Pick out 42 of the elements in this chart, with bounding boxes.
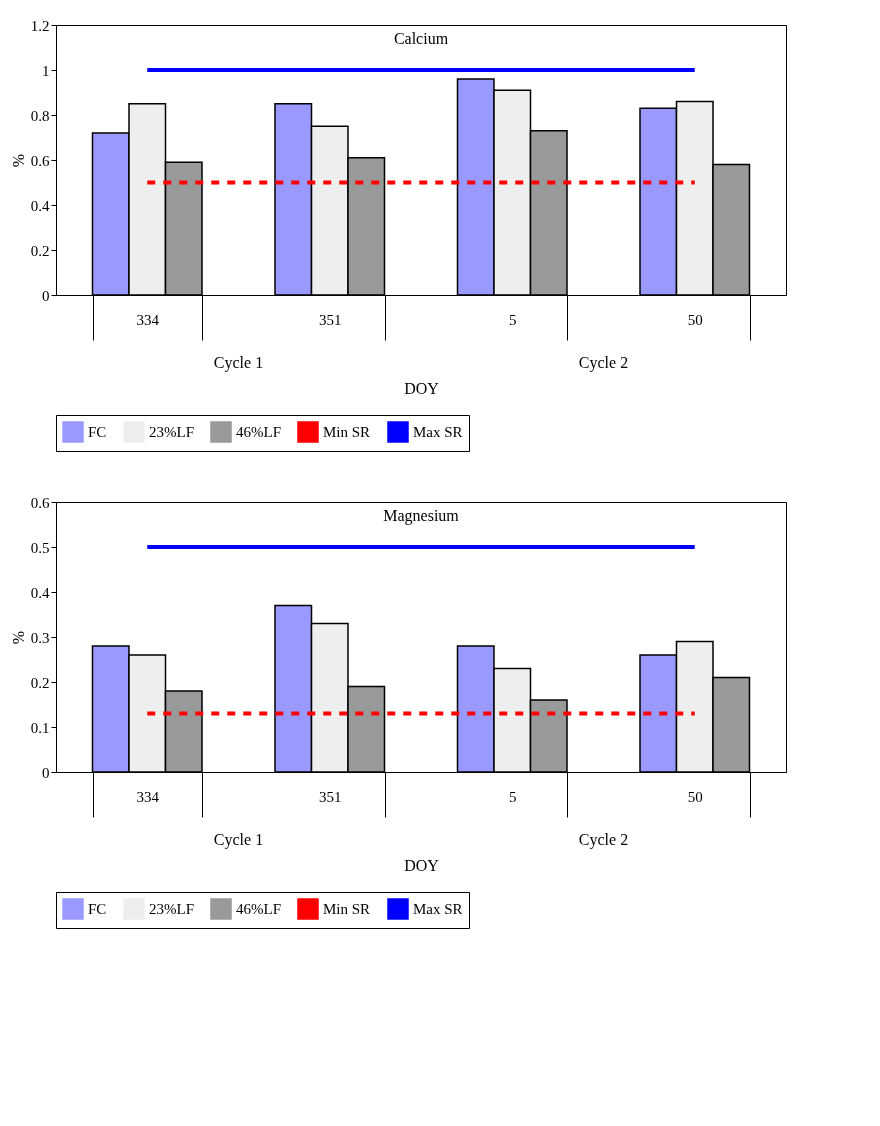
legend-label: 23%LF (149, 901, 194, 917)
legend-label: FC (88, 424, 107, 440)
x-tick-label: 351 (319, 788, 342, 805)
chart-title: Calcium (393, 30, 449, 47)
legend-label: 23%LF (149, 424, 194, 440)
x-tick-label: 5 (509, 788, 517, 805)
y-axis-title: % (9, 153, 27, 168)
legend-label: 46%LF (236, 901, 281, 917)
chart-title: Magnesium (383, 507, 460, 525)
y-tick-label: 0 (42, 287, 50, 304)
y-tick-label: 1.2 (30, 17, 50, 34)
y-tick-label: 0.2 (30, 242, 50, 259)
x-tick-label: 5 (509, 311, 517, 328)
x-tick-label: 334 (136, 311, 160, 328)
legend-label: Max SR (413, 424, 463, 440)
legend-label: Min SR (323, 901, 371, 917)
legend-label: Min SR (323, 424, 371, 440)
text: Cycle 2 (578, 831, 629, 849)
y-tick-label: 0 (42, 764, 50, 781)
y-tick-label: 0.5 (30, 539, 50, 556)
y-tick-label: 0.4 (30, 584, 50, 601)
y-tick-label: 0.1 (30, 719, 50, 736)
y-tick-label: 1 (42, 62, 50, 79)
legend-label: Max SR (413, 901, 463, 917)
y-tick-label: 0.3 (30, 629, 50, 646)
x-axis-title: DOY (404, 380, 440, 397)
legend-label: 46%LF (236, 424, 281, 440)
y-tick-label: 0.4 (30, 197, 50, 214)
y-tick-label: 0.2 (30, 674, 50, 691)
text: Cycle 1 (213, 831, 264, 849)
x-tick-label: 50 (687, 311, 703, 328)
y-axis-title: % (9, 630, 27, 645)
x-tick-label: 351 (319, 311, 342, 328)
x-tick-label: 334 (136, 788, 160, 805)
text: Cycle 1 (213, 354, 264, 372)
legend-label: FC (88, 901, 107, 917)
x-axis-title: DOY (404, 857, 440, 874)
y-tick-label: 0.6 (30, 494, 50, 511)
x-tick-label: 50 (687, 788, 703, 805)
y-tick-label: 0.6 (30, 152, 50, 169)
y-tick-label: 0.8 (30, 107, 50, 124)
text: Cycle 2 (578, 354, 629, 372)
